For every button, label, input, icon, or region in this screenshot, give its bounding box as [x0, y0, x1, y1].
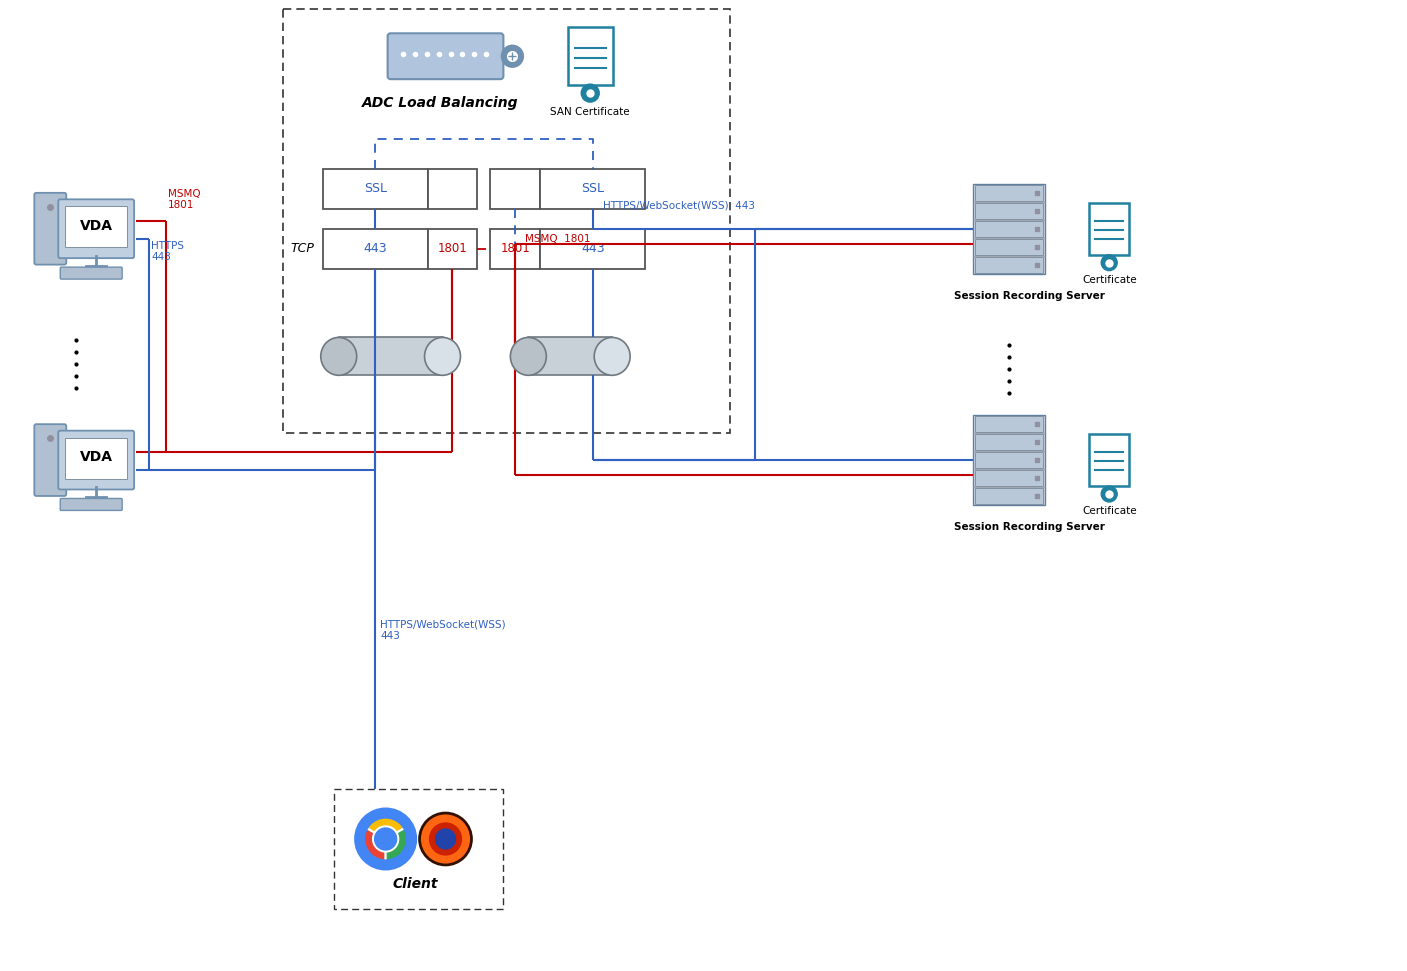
Circle shape — [419, 813, 471, 865]
Circle shape — [581, 84, 599, 102]
Ellipse shape — [511, 338, 546, 376]
Text: HTTPS/WebSocket(WSS)
443: HTTPS/WebSocket(WSS) 443 — [380, 619, 505, 641]
Bar — [974, 184, 1045, 274]
Bar — [975, 184, 1044, 201]
Bar — [283, 10, 730, 433]
Bar — [975, 203, 1044, 218]
Text: 443: 443 — [581, 242, 605, 255]
Bar — [975, 256, 1044, 273]
Bar — [975, 434, 1044, 451]
Text: TCP: TCP — [291, 242, 315, 255]
Bar — [529, 338, 612, 376]
Bar — [491, 229, 540, 269]
Text: 1801: 1801 — [501, 242, 530, 255]
Text: MSMQ
1801: MSMQ 1801 — [167, 188, 201, 211]
Text: HTTPS
443: HTTPS 443 — [151, 241, 184, 262]
Text: 443: 443 — [363, 242, 387, 255]
Text: Certificate: Certificate — [1082, 275, 1137, 285]
Bar — [322, 229, 428, 269]
Ellipse shape — [594, 338, 630, 376]
Wedge shape — [363, 813, 408, 839]
FancyBboxPatch shape — [568, 27, 612, 85]
Bar — [322, 169, 428, 209]
Bar — [428, 229, 477, 269]
Ellipse shape — [425, 338, 460, 376]
Bar — [65, 206, 127, 248]
FancyBboxPatch shape — [34, 193, 66, 265]
Bar — [540, 169, 646, 209]
Bar — [491, 169, 540, 209]
Bar — [975, 417, 1044, 432]
Bar — [975, 488, 1044, 504]
Text: 1801: 1801 — [438, 242, 467, 255]
Text: Certificate: Certificate — [1082, 506, 1137, 516]
FancyBboxPatch shape — [387, 33, 504, 80]
Circle shape — [501, 46, 523, 67]
Text: SSL: SSL — [581, 183, 604, 195]
Text: SSL: SSL — [363, 183, 387, 195]
FancyBboxPatch shape — [1089, 203, 1130, 254]
Circle shape — [1102, 254, 1117, 271]
Bar — [339, 338, 443, 376]
Bar — [975, 239, 1044, 254]
Text: VDA: VDA — [80, 451, 113, 464]
FancyBboxPatch shape — [61, 498, 122, 511]
Bar — [333, 789, 504, 909]
Wedge shape — [360, 826, 386, 865]
Text: Session Recording Server: Session Recording Server — [954, 521, 1104, 532]
Text: SAN Certificate: SAN Certificate — [550, 107, 630, 117]
Circle shape — [1102, 486, 1117, 502]
FancyBboxPatch shape — [34, 424, 66, 496]
FancyBboxPatch shape — [1089, 434, 1130, 486]
Circle shape — [429, 823, 461, 854]
FancyBboxPatch shape — [61, 267, 122, 279]
Bar — [975, 452, 1044, 468]
Text: VDA: VDA — [80, 218, 113, 233]
FancyBboxPatch shape — [58, 199, 134, 258]
Ellipse shape — [321, 338, 357, 376]
Text: Client: Client — [393, 877, 439, 890]
Text: Session Recording Server: Session Recording Server — [954, 290, 1104, 301]
FancyBboxPatch shape — [58, 431, 134, 489]
Bar — [974, 416, 1045, 505]
Bar — [428, 169, 477, 209]
Circle shape — [374, 828, 397, 850]
Bar — [540, 229, 646, 269]
Bar — [975, 470, 1044, 486]
Text: HTTPS/WebSocket(WSS)  443: HTTPS/WebSocket(WSS) 443 — [602, 201, 754, 211]
Bar — [975, 220, 1044, 237]
Text: ADC Load Balancing: ADC Load Balancing — [362, 96, 519, 110]
Wedge shape — [386, 826, 412, 865]
Circle shape — [373, 826, 398, 852]
Bar — [65, 438, 127, 479]
Text: MSMQ  1801: MSMQ 1801 — [525, 234, 591, 244]
Circle shape — [436, 829, 456, 849]
